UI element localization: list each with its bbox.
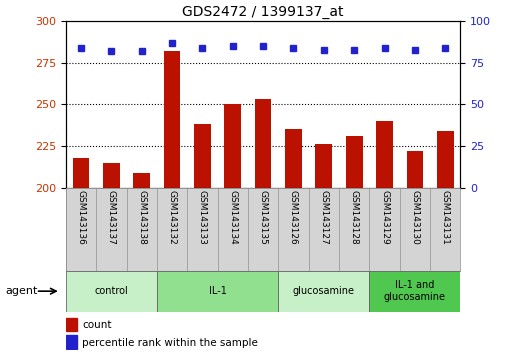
Text: count: count — [82, 320, 112, 330]
Text: GSM143128: GSM143128 — [349, 190, 358, 245]
Bar — [103, 163, 120, 188]
Bar — [66, 271, 157, 312]
Text: GSM143137: GSM143137 — [107, 190, 116, 245]
Bar — [278, 271, 369, 312]
Text: GSM143126: GSM143126 — [288, 190, 297, 245]
Bar — [157, 188, 187, 271]
Text: control: control — [94, 286, 128, 296]
Text: GSM143138: GSM143138 — [137, 190, 146, 245]
Bar — [369, 271, 460, 312]
Bar — [96, 188, 126, 271]
Bar — [66, 318, 77, 331]
Bar — [66, 188, 96, 271]
Text: GSM143129: GSM143129 — [379, 190, 388, 245]
Bar — [194, 124, 211, 188]
Bar — [217, 188, 247, 271]
Bar — [224, 104, 241, 188]
Text: GSM143131: GSM143131 — [440, 190, 449, 245]
Bar — [429, 188, 460, 271]
Bar — [278, 188, 308, 271]
Bar — [436, 131, 453, 188]
Bar — [308, 188, 338, 271]
Text: agent: agent — [5, 286, 37, 296]
Text: GSM143133: GSM143133 — [197, 190, 207, 245]
Bar — [345, 136, 362, 188]
Bar — [133, 173, 150, 188]
Text: GSM143135: GSM143135 — [258, 190, 267, 245]
Bar — [369, 188, 399, 271]
Bar — [164, 51, 180, 188]
Text: GSM143134: GSM143134 — [228, 190, 237, 245]
Bar — [66, 335, 77, 349]
Text: percentile rank within the sample: percentile rank within the sample — [82, 338, 258, 348]
Bar — [187, 188, 217, 271]
Bar — [247, 188, 278, 271]
Text: GSM143127: GSM143127 — [319, 190, 328, 245]
Text: IL-1 and
glucosamine: IL-1 and glucosamine — [383, 280, 445, 302]
Bar — [285, 130, 301, 188]
Text: glucosamine: glucosamine — [292, 286, 354, 296]
Bar — [399, 188, 429, 271]
Text: GSM143136: GSM143136 — [76, 190, 85, 245]
Bar — [376, 121, 392, 188]
Bar — [157, 271, 278, 312]
Bar — [126, 188, 157, 271]
Text: GSM143132: GSM143132 — [167, 190, 176, 245]
Text: GSM143130: GSM143130 — [410, 190, 419, 245]
Bar — [406, 151, 423, 188]
Bar — [315, 144, 332, 188]
Text: IL-1: IL-1 — [208, 286, 226, 296]
Bar — [255, 99, 271, 188]
Bar — [73, 158, 89, 188]
Title: GDS2472 / 1399137_at: GDS2472 / 1399137_at — [182, 5, 343, 19]
Bar — [338, 188, 369, 271]
